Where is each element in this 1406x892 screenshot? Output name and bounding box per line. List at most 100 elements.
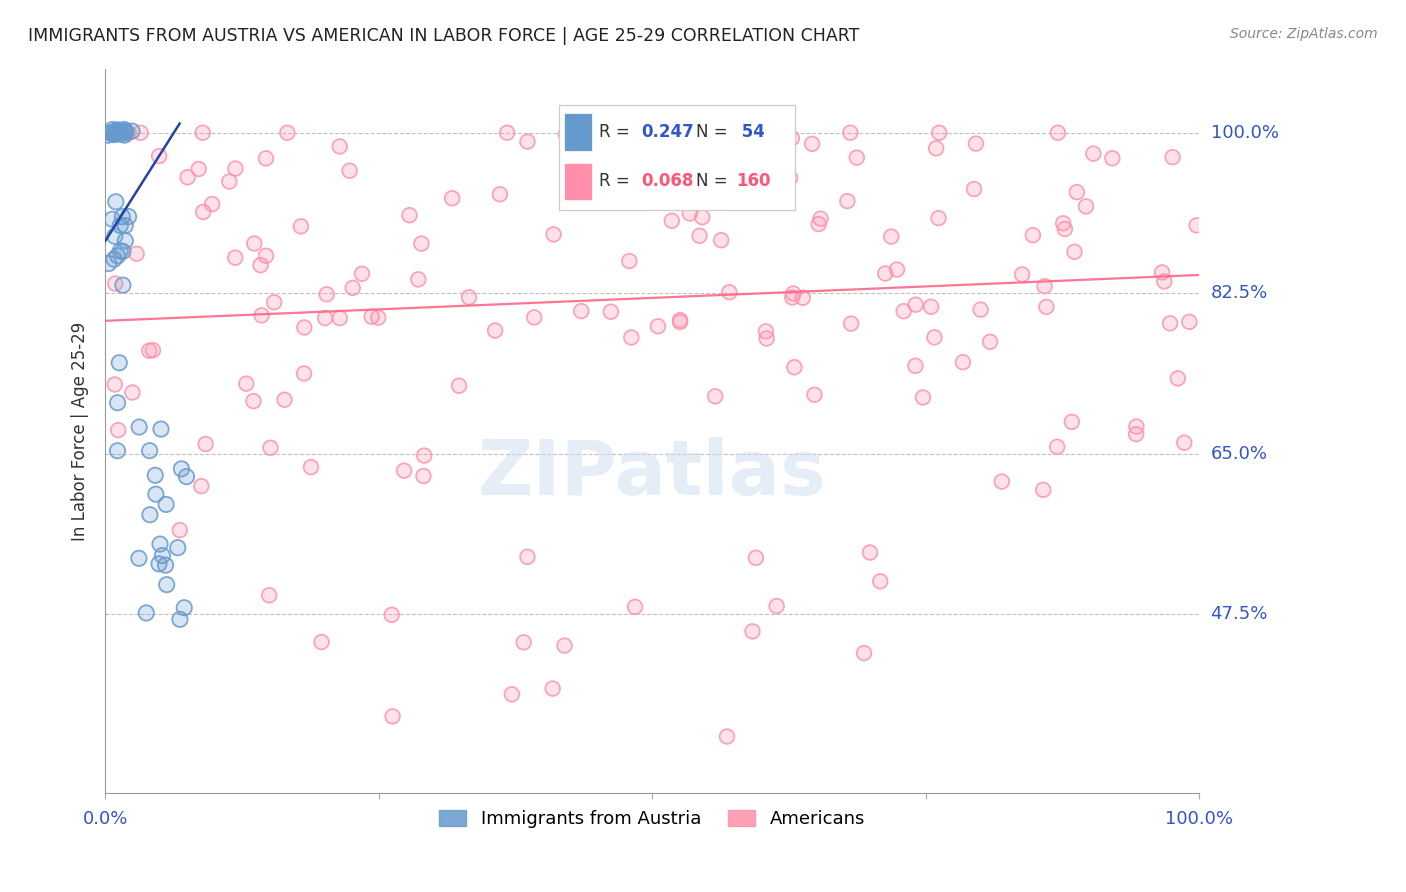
Point	[381, 607, 404, 622]
Point	[886, 262, 908, 277]
Point	[135, 606, 157, 620]
Point	[194, 437, 217, 451]
Point	[101, 122, 124, 136]
Point	[489, 187, 512, 202]
Point	[360, 310, 382, 324]
Point	[1101, 151, 1123, 165]
Point	[350, 267, 373, 281]
Point	[704, 389, 727, 403]
Y-axis label: In Labor Force | Age 25-29: In Labor Force | Age 25-29	[72, 321, 89, 541]
Point	[104, 194, 127, 209]
Point	[647, 319, 669, 334]
Point	[700, 169, 723, 183]
Point	[273, 392, 295, 407]
Point	[150, 549, 173, 563]
Point	[569, 304, 592, 318]
Point	[114, 234, 136, 248]
Point	[392, 464, 415, 478]
Point	[1022, 228, 1045, 243]
Point	[235, 376, 257, 391]
Point	[138, 343, 160, 358]
Point	[904, 359, 927, 373]
Point	[290, 219, 312, 234]
Point	[191, 205, 214, 219]
Point	[927, 211, 949, 226]
Point	[104, 377, 127, 392]
Point	[782, 286, 804, 301]
Point	[458, 290, 481, 304]
Point	[413, 449, 436, 463]
Point	[571, 156, 593, 170]
Point	[176, 170, 198, 185]
Point	[1074, 199, 1097, 213]
Point	[1159, 316, 1181, 330]
Point	[311, 635, 333, 649]
Point	[853, 646, 876, 660]
Point	[1152, 265, 1174, 279]
Point	[187, 161, 209, 176]
Point	[755, 324, 778, 338]
Point	[381, 607, 404, 622]
Point	[1033, 279, 1056, 293]
Point	[1046, 440, 1069, 454]
Point	[412, 469, 434, 483]
Point	[142, 343, 165, 358]
Point	[292, 367, 315, 381]
Point	[176, 170, 198, 185]
Point	[107, 443, 129, 458]
Point	[190, 479, 212, 493]
Point	[103, 252, 125, 267]
Point	[169, 612, 191, 626]
Point	[952, 355, 974, 369]
Point	[875, 267, 897, 281]
Point	[112, 122, 135, 136]
Point	[679, 206, 702, 220]
Point	[257, 588, 280, 602]
Point	[859, 545, 882, 559]
Point	[716, 730, 738, 744]
Point	[367, 310, 389, 325]
Point	[114, 126, 136, 140]
Point	[408, 272, 430, 286]
Point	[121, 385, 143, 400]
Point	[105, 124, 128, 138]
Point	[176, 469, 198, 483]
Point	[803, 388, 825, 402]
Point	[1173, 435, 1195, 450]
Point	[259, 441, 281, 455]
Point	[803, 388, 825, 402]
Point	[114, 219, 136, 233]
Point	[893, 304, 915, 318]
Point	[927, 211, 949, 226]
Point	[111, 210, 134, 224]
Point	[1161, 150, 1184, 164]
Point	[1066, 185, 1088, 199]
Point	[458, 290, 481, 304]
Point	[911, 391, 934, 405]
Point	[666, 151, 689, 165]
Point	[100, 126, 122, 140]
Point	[156, 577, 179, 591]
Point	[620, 330, 643, 344]
Point	[620, 330, 643, 344]
Point	[1173, 435, 1195, 450]
Point	[107, 249, 129, 263]
Point	[125, 246, 148, 260]
Point	[408, 272, 430, 286]
Point	[647, 319, 669, 334]
Point	[114, 124, 136, 138]
Point	[1052, 216, 1074, 230]
Point	[250, 309, 273, 323]
Point	[810, 211, 832, 226]
Point	[523, 310, 546, 325]
Point	[1011, 268, 1033, 282]
Point	[315, 287, 337, 301]
Point	[710, 233, 733, 247]
Point	[441, 191, 464, 205]
Point	[107, 395, 129, 409]
Point	[107, 249, 129, 263]
Point	[541, 681, 564, 696]
Point	[150, 422, 173, 436]
Point	[624, 599, 647, 614]
Point	[169, 523, 191, 537]
